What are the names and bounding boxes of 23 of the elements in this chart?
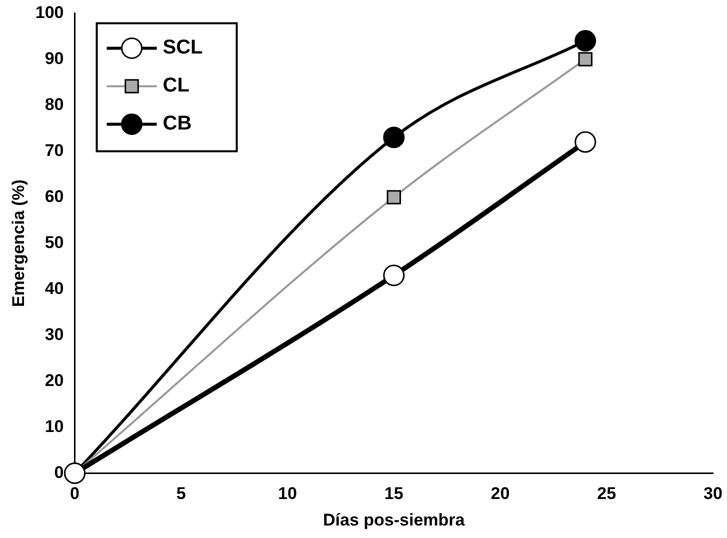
x-axis-title: Días pos-siembra — [323, 510, 466, 530]
x-tick-label: 10 — [278, 484, 297, 504]
y-tick-label: 100 — [35, 2, 64, 22]
y-tick-label: 50 — [44, 232, 64, 252]
y-tick-label: 70 — [44, 140, 64, 160]
x-tick-label: 20 — [490, 484, 510, 504]
y-tick-label: 30 — [44, 324, 64, 344]
y-tick-label: 80 — [44, 94, 64, 114]
y-tick-label: 20 — [44, 370, 64, 390]
y-tick-label: 0 — [54, 462, 64, 482]
legend-label: SCL — [162, 36, 203, 59]
y-tick-label: 10 — [44, 416, 64, 436]
x-tick-label: 25 — [597, 484, 616, 504]
y-tick-label: 40 — [44, 278, 64, 298]
y-tick-label: 60 — [44, 186, 64, 206]
y-axis-title: Emergencia (%) — [8, 179, 28, 307]
y-tick-label: 90 — [44, 48, 64, 68]
x-tick-label: 5 — [176, 484, 186, 504]
x-tick-label: 0 — [70, 484, 80, 504]
x-tick-label: 15 — [384, 484, 404, 504]
x-tick-label: 30 — [704, 484, 722, 504]
legend-label: CL — [162, 74, 190, 97]
legend-label: CB — [162, 112, 192, 135]
